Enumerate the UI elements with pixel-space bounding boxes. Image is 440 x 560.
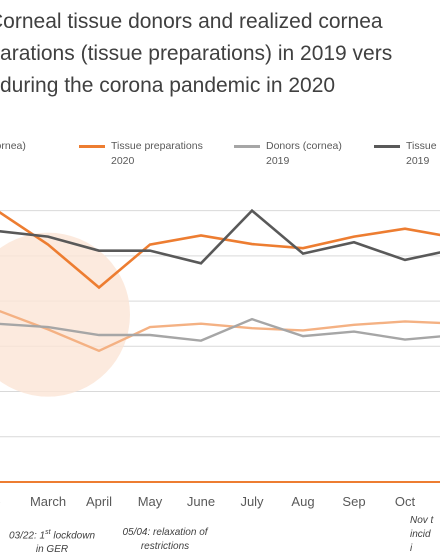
highlight-circle xyxy=(0,232,130,397)
x-tick-label: May xyxy=(138,494,163,509)
chart-title-line-1: Corneal tissue donors and realized corne… xyxy=(0,10,383,33)
series-line-0 xyxy=(0,211,440,290)
chart-legend: Donors (cornea) Tissue preparations2020 … xyxy=(0,139,440,175)
series-line-3 xyxy=(0,317,440,342)
legend-swatch-donors-2019 xyxy=(234,145,260,148)
series-line-2 xyxy=(0,309,440,353)
legend-label-tissue-2020: Tissue preparations 2020 xyxy=(111,140,203,167)
legend-label-tissue-2019: Tissue preparations2019 xyxy=(406,140,440,167)
legend-label-donors-2019: Donors (cornea) 2019 xyxy=(266,140,342,167)
x-tick-label: April xyxy=(86,494,112,509)
legend-swatch-tissue-2019 xyxy=(374,145,400,148)
x-tick-label: July xyxy=(240,494,264,509)
legend-label-donors-2020: Donors (cornea) xyxy=(0,140,26,152)
x-tick-label: March xyxy=(30,494,66,509)
annotation-first-lockdown: 03/22: 1st lockdown in GER xyxy=(8,529,96,556)
x-tick-label: Oct xyxy=(395,494,416,509)
x-tick-label: Sep xyxy=(342,494,365,509)
x-tick-label: b xyxy=(0,494,1,509)
legend-swatch-tissue-2020 xyxy=(79,145,105,148)
chart-title-line-2: preparations (tissue preparations) in 20… xyxy=(0,42,393,65)
chart-title: Corneal tissue donors and realized corne… xyxy=(0,6,440,102)
annotation-november: Nov t incid i xyxy=(410,515,434,554)
annotation-relaxation: 05/04: relaxation of restrictions xyxy=(122,527,208,552)
series-line-1 xyxy=(0,208,440,265)
chart-title-line-3: during the corona pandemic in 2020 xyxy=(0,74,336,97)
x-tick-label: June xyxy=(187,494,215,509)
x-tick-label: Aug xyxy=(291,494,314,509)
